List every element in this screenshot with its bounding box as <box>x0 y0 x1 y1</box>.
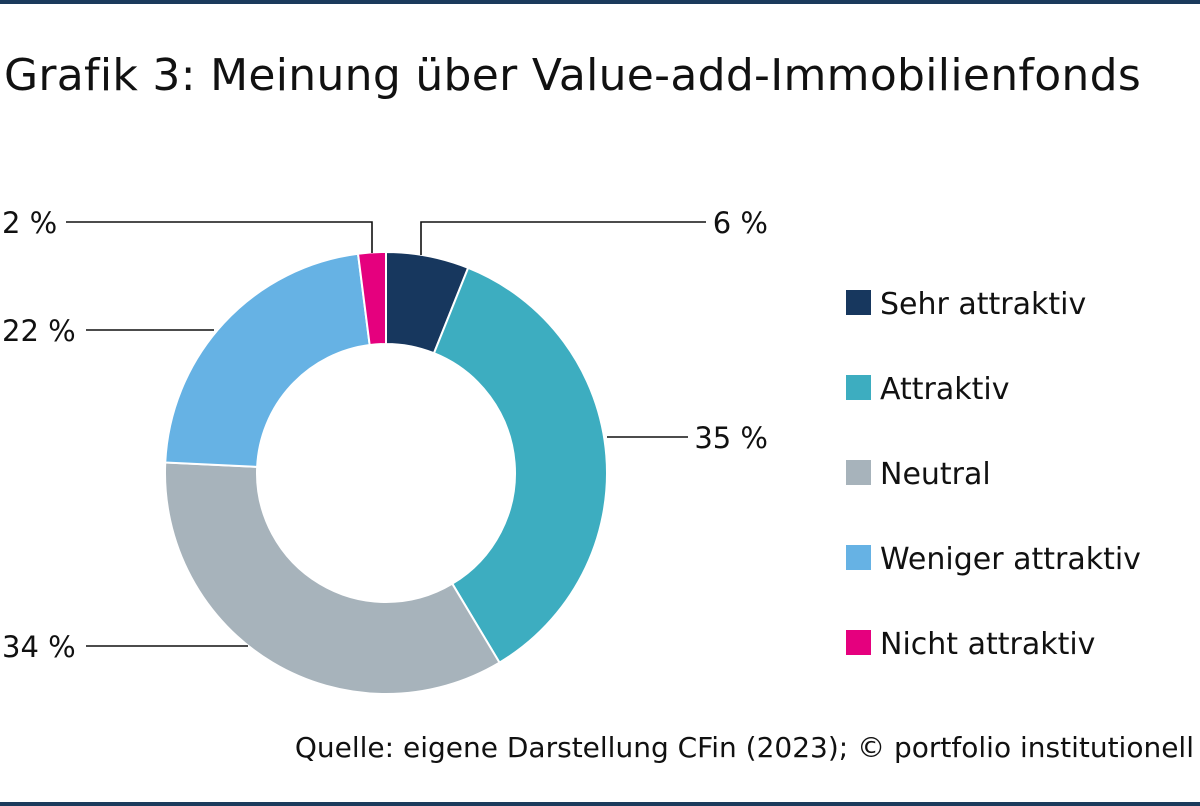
legend-swatch-weniger-attraktiv <box>846 545 871 570</box>
bottom-rule <box>0 802 1200 806</box>
top-rule <box>0 0 1200 4</box>
legend-label-neutral: Neutral <box>880 457 991 492</box>
source-note: Quelle: eigene Darstellung CFin (2023); … <box>294 731 1194 764</box>
legend-swatch-neutral <box>846 460 871 485</box>
leader-line-nicht-attraktiv <box>66 221 373 253</box>
legend-swatch-attraktiv <box>846 375 871 400</box>
leader-lines <box>66 221 706 647</box>
legend-label-attraktiv: Attraktiv <box>880 372 1009 407</box>
slice-nicht-attraktiv <box>356 250 387 347</box>
slice-weniger-attraktiv <box>164 252 371 468</box>
value-label-weniger-attraktiv: 22 % <box>2 314 76 348</box>
chart-title: Grafik 3: Meinung über Value-add-Immobil… <box>4 50 1142 101</box>
leader-line-sehr-attraktiv <box>420 221 706 255</box>
legend: Sehr attraktiv Attraktiv Neutral Weniger at… <box>846 287 1141 662</box>
value-label-sehr-attraktiv: 6 % <box>713 206 768 240</box>
value-label-attraktiv: 35 % <box>694 421 768 455</box>
legend-swatch-sehr-attraktiv <box>846 290 871 315</box>
value-label-neutral: 34 % <box>2 630 76 664</box>
legend-swatch-nicht-attraktiv <box>846 630 871 655</box>
legend-label-sehr-attraktiv: Sehr attraktiv <box>880 287 1086 322</box>
donut-slices <box>164 250 608 695</box>
legend-label-weniger-attraktiv: Weniger attraktiv <box>880 542 1141 577</box>
legend-label-nicht-attraktiv: Nicht attraktiv <box>880 627 1095 662</box>
value-label-nicht-attraktiv: 2 % <box>2 206 57 240</box>
slice-attraktiv <box>432 266 608 664</box>
slice-neutral <box>164 461 501 695</box>
value-labels: 6 % 35 % 34 % 22 % 2 % <box>2 206 768 664</box>
